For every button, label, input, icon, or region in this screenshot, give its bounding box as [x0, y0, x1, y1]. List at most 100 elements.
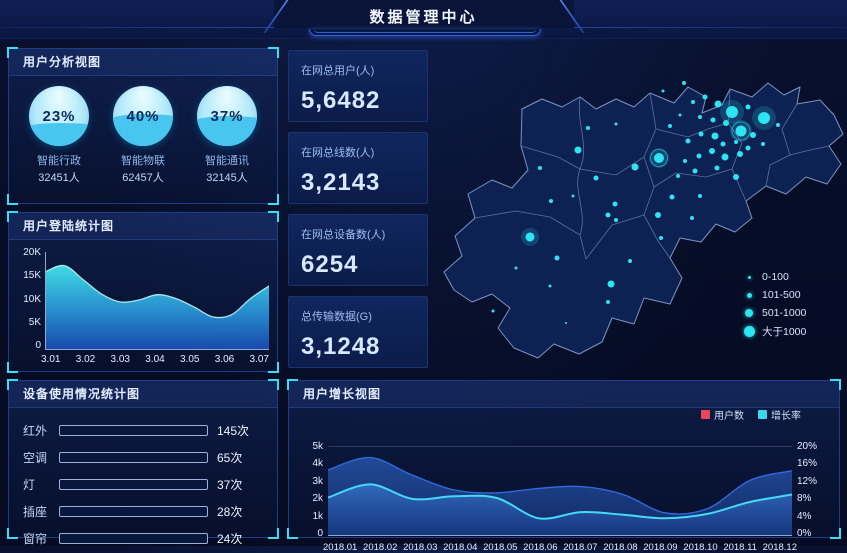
region-map[interactable]: 0-100 101-500 501-1000 大于1000	[430, 45, 847, 375]
map-outline	[443, 82, 844, 359]
bar-row-ac[interactable]: 空调 65次	[23, 449, 263, 466]
growth-x-axis: 2018.01 2018.02 2018.03 2018.04 2018.05 …	[323, 542, 797, 553]
bar-value: 28次	[217, 505, 243, 519]
y-tick: 10K	[23, 293, 41, 305]
bar-label: 插座	[23, 505, 48, 519]
corner-bracket	[268, 194, 279, 205]
legend-label: 501-1000	[762, 307, 807, 319]
corner-bracket	[268, 211, 279, 222]
map-dot	[565, 322, 567, 324]
y-tick: 0%	[797, 527, 812, 539]
bar-row-infrared[interactable]: 红外 145次	[23, 422, 263, 439]
y-tick: 4%	[797, 510, 812, 522]
map-dot	[692, 168, 698, 174]
map-dot-ripple	[731, 121, 751, 141]
bar-value: 145次	[217, 424, 250, 438]
y-tick: 1k	[312, 510, 323, 522]
map-legend-item[interactable]: 101-500	[742, 289, 806, 301]
panel-title: 用户增长视图	[289, 381, 839, 408]
map-dot	[593, 175, 599, 181]
map-dot	[721, 153, 729, 161]
liquid-gauge-comms[interactable]: 37% 智能通讯 32145人	[187, 86, 267, 185]
stat-value: 3,2143	[301, 169, 381, 196]
map-dot	[720, 141, 726, 147]
login-line-series	[46, 264, 269, 319]
login-trend-chart[interactable]	[45, 252, 269, 350]
user-growth-chart[interactable]	[328, 446, 792, 536]
y-tick: 15K	[23, 270, 41, 282]
x-tick: 2018.05	[483, 542, 518, 553]
map-dot	[676, 174, 680, 178]
map-legend-item[interactable]: 0-100	[742, 271, 806, 283]
map-dot	[761, 142, 765, 146]
bar-label: 空调	[23, 451, 48, 465]
corner-bracket	[268, 528, 279, 539]
x-tick: 2018.10	[683, 542, 718, 553]
header-title-plate: 数据管理中心	[262, 0, 585, 33]
x-tick: 3.06	[214, 354, 235, 365]
map-dot	[714, 165, 720, 171]
stat-value: 6254	[301, 251, 359, 278]
x-tick: 2018.07	[563, 542, 598, 553]
x-tick: 2018.11	[723, 542, 757, 553]
map-dot	[726, 106, 738, 118]
map-legend-item[interactable]: 501-1000	[742, 307, 806, 319]
corner-bracket	[268, 379, 279, 390]
gauge-water-fill	[29, 123, 89, 146]
corner-bracket	[268, 362, 279, 373]
y-tick: 12%	[797, 475, 818, 487]
stat-label: 在网总用户(人)	[301, 65, 375, 77]
map-dot	[734, 140, 738, 144]
legend-dot-icon	[747, 275, 751, 279]
map-dot	[659, 236, 663, 240]
bar-label: 灯	[23, 478, 36, 492]
bar-label: 红外	[23, 424, 48, 438]
map-svg	[443, 81, 844, 359]
map-dot	[685, 138, 691, 144]
legend-item-rate[interactable]: 增长率	[758, 407, 801, 422]
bar-track	[59, 533, 208, 544]
map-dot	[745, 145, 751, 151]
panel-title: 用户分析视图	[9, 49, 277, 76]
y-tick: 16%	[797, 458, 818, 470]
gauge-label: 智能物联	[121, 155, 165, 167]
map-dot	[750, 132, 756, 138]
corner-bracket	[830, 379, 841, 390]
legend-dot-box	[742, 275, 756, 279]
liquid-gauge-iot[interactable]: 40% 智能物联 62457人	[103, 86, 183, 185]
y-tick: 8%	[797, 493, 812, 505]
bar-row-curtain[interactable]: 窗帘 24次	[23, 530, 263, 547]
corner-bracket	[287, 379, 298, 390]
liquid-gauge-admin[interactable]: 23% 智能行政 32451人	[19, 86, 99, 185]
corner-bracket	[7, 528, 18, 539]
corner-bracket	[268, 47, 279, 58]
gauge-circle: 40%	[113, 86, 173, 146]
legend-label: 增长率	[771, 411, 801, 422]
bar-row-light[interactable]: 灯 37次	[23, 476, 263, 493]
map-dot	[631, 163, 639, 171]
bar-track	[59, 479, 208, 490]
x-tick: 2018.08	[603, 542, 638, 553]
bar-row-socket[interactable]: 插座 28次	[23, 503, 263, 520]
map-dot	[711, 132, 719, 140]
legend-item-users[interactable]: 用户数	[701, 407, 744, 422]
map-dot-layer	[491, 81, 780, 324]
map-legend-item[interactable]: 大于1000	[742, 325, 806, 338]
x-tick: 2018.06	[523, 542, 558, 553]
map-legend: 0-100 101-500 501-1000 大于1000	[742, 271, 806, 338]
map-dot	[682, 81, 686, 85]
growth-chart-svg	[328, 456, 792, 535]
map-dot	[574, 146, 582, 154]
gauge-count: 32145人	[206, 171, 248, 184]
stat-label: 总传输数据(G)	[301, 311, 372, 323]
map-dot	[548, 284, 552, 288]
x-tick: 3.03	[110, 354, 130, 365]
bar-track	[59, 506, 208, 517]
gauge-circle: 37%	[197, 86, 257, 146]
x-tick: 3.04	[145, 354, 165, 365]
legend-dot-icon	[746, 292, 752, 298]
map-dot	[514, 266, 518, 270]
growth-y-axis-left: 5k 4k 3k 2k 1k 0	[297, 441, 328, 539]
map-dot	[735, 125, 747, 137]
stat-card-total-users: 在网总用户(人) 5,6482	[288, 50, 428, 122]
